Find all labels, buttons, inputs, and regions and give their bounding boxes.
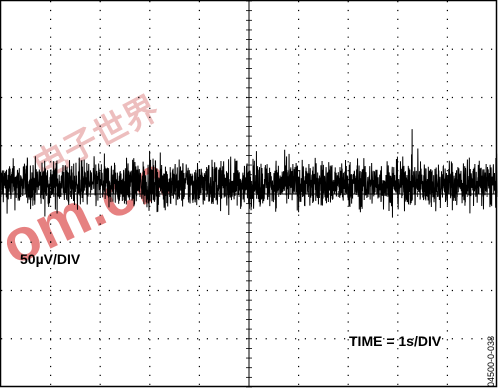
volts-per-div-label: 50µV/DIV (20, 251, 81, 267)
figure-id: 04500-0-038 (486, 336, 496, 387)
trace-area (0, 129, 498, 218)
time-per-div-label: TIME = 1s/DIV (349, 333, 442, 349)
noise-trace (0, 129, 498, 218)
